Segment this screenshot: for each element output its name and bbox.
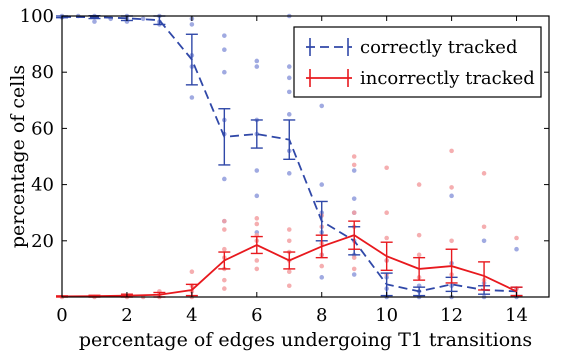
scatter-point-correct xyxy=(351,272,357,277)
scatter-point-incorrect xyxy=(351,210,357,215)
x-tick-label: 2 xyxy=(121,305,132,326)
scatter-point-correct xyxy=(319,275,325,280)
scatter-point-correct xyxy=(222,69,227,75)
scatter-point-correct xyxy=(351,168,357,173)
error-bar-correct xyxy=(250,119,263,149)
x-tick-label: 8 xyxy=(316,305,327,326)
scatter-point-incorrect xyxy=(319,263,325,269)
scatter-point-incorrect xyxy=(222,246,227,252)
error-bar-incorrect xyxy=(283,251,296,270)
scatter-point-correct xyxy=(92,19,97,24)
scatter-point-incorrect xyxy=(416,182,422,187)
error-bar-incorrect xyxy=(315,234,328,259)
scatter-point-correct xyxy=(140,16,146,22)
scatter-point-incorrect xyxy=(286,227,292,232)
scatter-point-incorrect xyxy=(351,154,357,159)
scatter-point-incorrect xyxy=(286,269,292,275)
error-bar-incorrect xyxy=(348,220,361,250)
scatter-point-correct xyxy=(254,168,260,173)
y-tick-label: 40 xyxy=(31,175,54,196)
scatter-point-incorrect xyxy=(222,218,227,224)
scatter-point-incorrect xyxy=(254,258,260,263)
scatter-point-incorrect xyxy=(481,171,487,176)
legend-box xyxy=(293,26,542,98)
scatter-point-incorrect xyxy=(222,227,227,232)
scatter-point-correct xyxy=(319,103,325,109)
x-tick-label: 0 xyxy=(56,305,67,326)
scatter-point-correct xyxy=(286,89,292,95)
legend: correctly tracked incorrectly tracked xyxy=(293,26,542,98)
scatter-point-correct xyxy=(481,238,487,244)
scatter-point-incorrect xyxy=(514,235,519,241)
scatter-point-incorrect xyxy=(416,232,422,238)
scatter-point-incorrect xyxy=(481,224,487,230)
scatter-point-correct xyxy=(351,196,357,201)
scatter-point-correct xyxy=(514,246,519,252)
scatter-point-correct xyxy=(189,95,195,100)
legend-entry-correctly-tracked: correctly tracked xyxy=(306,37,517,58)
scatter-point-correct xyxy=(286,75,292,81)
scatter-point-correct xyxy=(222,47,227,53)
scatter-point-incorrect xyxy=(189,269,195,275)
legend-label-incorrectly-tracked: incorrectly tracked xyxy=(360,68,535,89)
error-bar-correct xyxy=(218,108,231,166)
scatter-point-correct xyxy=(286,112,292,117)
x-axis-label: percentage of edges undergoing T1 transi… xyxy=(79,329,532,351)
error-bar-incorrect xyxy=(380,241,393,272)
error-bar-correct xyxy=(185,33,198,86)
scatter-point-incorrect xyxy=(222,286,227,291)
error-bar-incorrect xyxy=(218,251,231,270)
scatter-point-correct xyxy=(222,176,227,182)
x-tick-label: 10 xyxy=(375,305,398,326)
scatter-point-correct xyxy=(286,64,292,69)
scatter-point-correct xyxy=(189,22,195,27)
scatter-point-correct xyxy=(254,193,260,199)
scatter-point-incorrect xyxy=(254,216,260,221)
scatter-point-incorrect xyxy=(449,185,454,190)
y-tick-label: 60 xyxy=(31,118,54,139)
error-bar-incorrect xyxy=(478,261,491,291)
scatter-point-correct xyxy=(449,193,454,199)
legend-label-correctly-tracked: correctly tracked xyxy=(360,37,517,58)
x-tick-label: 4 xyxy=(186,305,197,326)
scatter-point-correct xyxy=(254,58,260,64)
scatter-point-incorrect xyxy=(351,266,357,272)
y-tick-label: 80 xyxy=(31,62,54,83)
scatter-point-incorrect xyxy=(286,283,292,289)
y-tick-label: 100 xyxy=(20,6,54,27)
x-tick-label: 12 xyxy=(440,305,463,326)
error-bar-correct xyxy=(413,286,426,297)
error-bar-incorrect xyxy=(445,248,458,284)
scatter-point-incorrect xyxy=(286,238,292,244)
error-bar-correct xyxy=(283,119,296,161)
scatter-point-incorrect xyxy=(384,210,389,215)
scatter-point-incorrect xyxy=(449,238,454,244)
legend-symbol-correctly-tracked xyxy=(306,38,352,56)
x-tick-label: 6 xyxy=(251,305,262,326)
scatter-point-incorrect xyxy=(351,162,357,168)
scatter-point-incorrect xyxy=(254,221,260,227)
scatter-point-incorrect xyxy=(384,165,389,171)
plot-frame xyxy=(61,15,550,298)
scatter-point-incorrect xyxy=(351,255,357,260)
scatter-point-incorrect xyxy=(254,266,260,272)
scatter-point-incorrect xyxy=(384,235,389,241)
error-bar-incorrect xyxy=(413,256,426,281)
axis-ticks: 0 2 4 6 8 10 12 14 20 40 60 80 100 xyxy=(20,6,549,326)
scatter-point-correct xyxy=(254,64,260,69)
y-tick-label: 20 xyxy=(31,231,54,252)
scatter-point-correct xyxy=(319,182,325,187)
legend-entry-incorrectly-tracked: incorrectly tracked xyxy=(306,68,535,89)
scatter-point-incorrect xyxy=(449,148,454,154)
scatter-point-correct xyxy=(222,33,227,38)
scatter-point-correct xyxy=(286,171,292,176)
scatter-point-incorrect xyxy=(416,252,422,258)
x-tick-label: 14 xyxy=(505,305,528,326)
scatter-point-incorrect xyxy=(222,277,227,283)
y-axis-label: percentage of cells xyxy=(7,65,29,248)
error-bar-incorrect xyxy=(250,235,263,255)
error-bar-correct xyxy=(153,15,166,26)
legend-symbol-incorrectly-tracked xyxy=(306,69,352,87)
